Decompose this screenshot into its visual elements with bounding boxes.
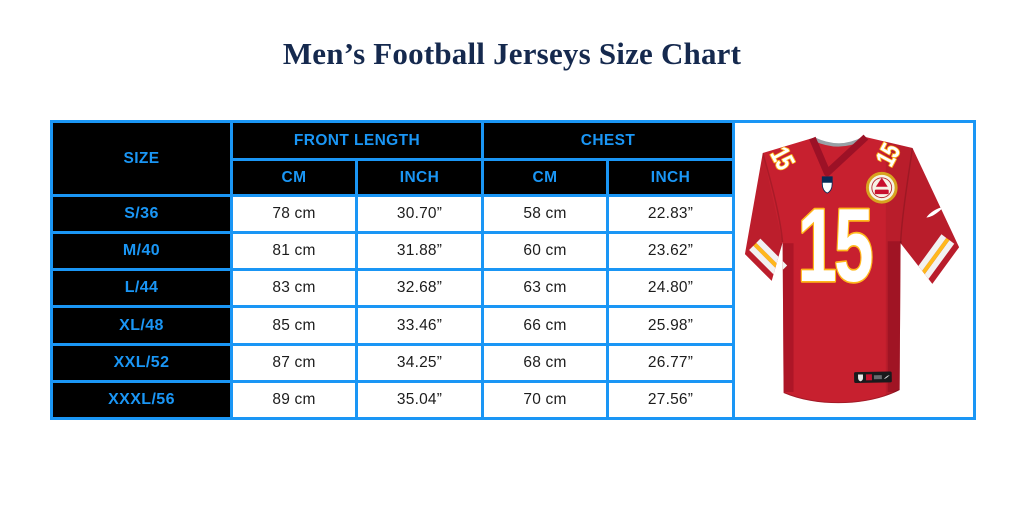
- front-length-inch-value: 32.68”: [355, 268, 484, 309]
- front-length-cm-value: 89 cm: [230, 379, 358, 421]
- column-header-chest-cm: CM: [481, 158, 609, 197]
- column-header-chest-inch: INCH: [605, 158, 736, 197]
- size-label: XXXL/56: [50, 379, 233, 421]
- column-header-size: SIZE: [50, 120, 233, 197]
- chest-inch-value: 26.77”: [605, 342, 736, 383]
- chest-cm-value: 58 cm: [481, 193, 609, 235]
- right-cuff-gold: [919, 237, 950, 277]
- size-label: L/44: [50, 268, 233, 309]
- size-label: S/36: [50, 193, 233, 235]
- front-length-inch-value: 35.04”: [355, 379, 484, 421]
- table-row: XXL/52 87 cm 34.25” 68 cm 26.77”: [50, 342, 975, 383]
- left-cuff-white-1: [749, 245, 781, 277]
- jersey-body: [744, 137, 960, 404]
- front-length-cm-value: 87 cm: [230, 342, 358, 383]
- chest-cm-value: 68 cm: [481, 342, 609, 383]
- nfl-shield-icon: [821, 176, 833, 194]
- hem-line: [783, 389, 901, 404]
- right-cuff-white-1: [922, 240, 955, 281]
- chest-inch-value: 27.56”: [605, 379, 736, 421]
- jersey-graphic: 15 15: [744, 134, 960, 404]
- front-length-cm-value: 78 cm: [230, 193, 358, 235]
- column-header-chest: CHEST: [480, 120, 736, 161]
- seam-left: [762, 152, 784, 243]
- chest-cm-value: 70 cm: [481, 379, 609, 421]
- jersey-chest-number: 15: [798, 186, 873, 303]
- chest-cm-value: 66 cm: [481, 305, 609, 346]
- front-length-cm-value: 81 cm: [230, 231, 358, 272]
- size-chart-table: SIZE FRONT LENGTH CHEST: [50, 120, 977, 421]
- team-patch-icon: [865, 171, 898, 204]
- page-title: Men’s Football Jerseys Size Chart: [282, 36, 742, 71]
- front-length-inch-value: 34.25”: [355, 342, 484, 383]
- column-header-front-cm: CM: [230, 158, 358, 197]
- chest-inch-value: 22.83”: [605, 193, 736, 235]
- nike-swoosh-icon: [926, 206, 945, 218]
- size-label: XL/48: [50, 305, 233, 346]
- size-label: XXL/52: [50, 342, 233, 383]
- front-length-inch-value: 30.70”: [355, 193, 484, 235]
- column-header-front-inch: INCH: [355, 158, 484, 197]
- table-row: M/40 81 cm 31.88” 60 cm 23.62”: [50, 231, 975, 272]
- table-row: XL/48 85 cm 33.46” 66 cm 25.98”: [50, 305, 975, 346]
- front-length-cm-value: 85 cm: [230, 305, 358, 346]
- front-length-inch-value: 31.88”: [355, 231, 484, 272]
- table-row: XXXL/56 89 cm 35.04” 70 cm 27.56”: [50, 379, 975, 421]
- column-header-front-length: FRONT LENGTH: [230, 120, 484, 161]
- size-label: M/40: [50, 231, 233, 272]
- chest-inch-value: 25.98”: [605, 305, 736, 346]
- seam-right: [899, 147, 914, 244]
- jersey-image: 15 15: [732, 120, 977, 420]
- mesh-panel-right: [887, 241, 902, 392]
- header-row-groups: SIZE FRONT LENGTH CHEST: [50, 120, 977, 420]
- jersey-hem-tag: [854, 371, 892, 384]
- table-row: S/36 78 cm 30.70” 58 cm 22.83”: [50, 193, 975, 235]
- collar-v-neck: [809, 134, 869, 177]
- front-length-inch-value: 33.46”: [355, 305, 484, 346]
- chest-inch-value: 23.62”: [605, 231, 736, 272]
- chest-cm-value: 60 cm: [481, 231, 609, 272]
- table-row: L/44 83 cm 32.68” 63 cm 24.80”: [50, 268, 975, 309]
- chest-inch-value: 24.80”: [605, 268, 736, 309]
- chest-cm-value: 63 cm: [481, 268, 609, 309]
- header-row-units: CM INCH CM INCH: [52, 158, 975, 197]
- left-cuff-gold: [753, 242, 784, 273]
- front-length-cm-value: 83 cm: [230, 268, 358, 309]
- right-cuff-white-2: [914, 234, 947, 275]
- mesh-panel-left: [780, 243, 794, 392]
